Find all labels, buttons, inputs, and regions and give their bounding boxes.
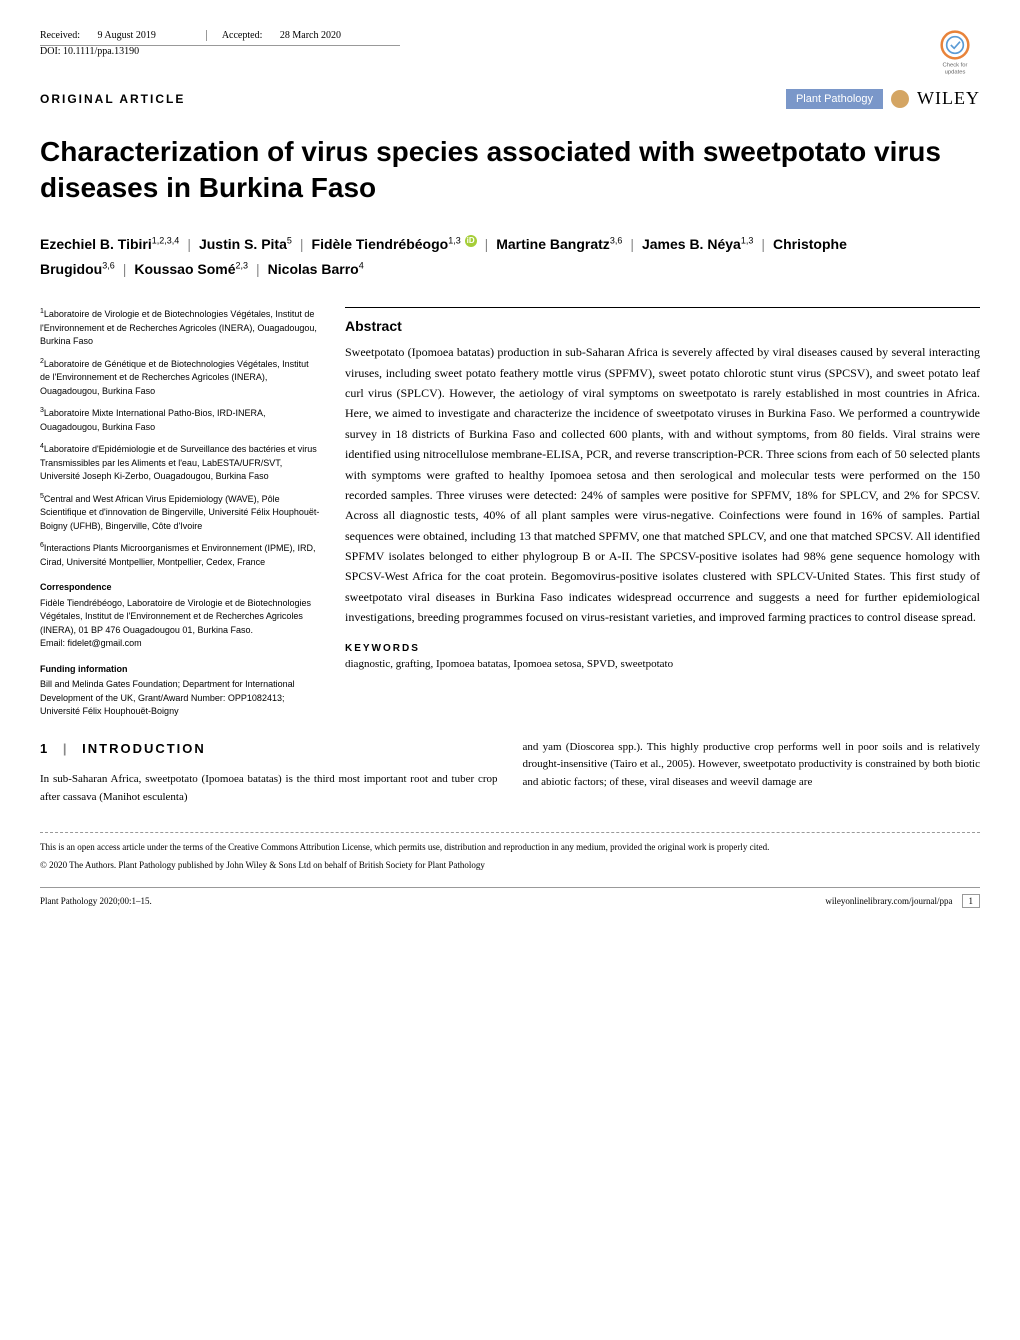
affiliation: 4Laboratoire d'Epidémiologie et de Surve… bbox=[40, 442, 320, 484]
correspondence-head: Correspondence bbox=[40, 581, 320, 595]
footer-left: Plant Pathology 2020;00:1–15. bbox=[40, 896, 152, 906]
article-type: ORIGINAL ARTICLE bbox=[40, 92, 185, 106]
author: Fidèle Tiendrébéogo1,3 iD bbox=[312, 236, 477, 252]
accepted-label: Accepted: bbox=[222, 30, 278, 41]
author: Ezechiel B. Tibiri1,2,3,4 bbox=[40, 236, 179, 252]
right-column: Abstract Sweetpotato (Ipomoea batatas) p… bbox=[345, 307, 980, 719]
correspondence-email: Email: fidelet@gmail.com bbox=[40, 637, 320, 651]
orcid-icon[interactable]: iD bbox=[465, 235, 477, 247]
intro-number: 1 bbox=[40, 741, 49, 756]
header-top: Received: 9 August 2019 Accepted: 28 Mar… bbox=[40, 30, 980, 80]
affiliation: 1Laboratoire de Virologie et de Biotechn… bbox=[40, 307, 320, 349]
affiliation: 6Interactions Plants Microorganismes et … bbox=[40, 541, 320, 569]
author: James B. Néya1,3 bbox=[642, 236, 753, 252]
received-label: Received: bbox=[40, 30, 95, 41]
affiliation: 2Laboratoire de Génétique et de Biotechn… bbox=[40, 357, 320, 399]
affiliation: 3Laboratoire Mixte International Patho-B… bbox=[40, 406, 320, 434]
license-line2: © 2020 The Authors. Plant Pathology publ… bbox=[40, 859, 980, 872]
main-two-col: 1Laboratoire de Virologie et de Biotechn… bbox=[40, 307, 980, 719]
correspondence-body: Fidèle Tiendrébéogo, Laboratoire de Viro… bbox=[40, 597, 320, 638]
journal-name: Plant Pathology bbox=[786, 89, 883, 109]
intro-left-col: 1 | INTRODUCTION In sub-Saharan Africa, … bbox=[40, 739, 498, 807]
author-separator: | bbox=[485, 236, 489, 252]
crossmark-text-top: Check for bbox=[943, 63, 968, 69]
received-accepted-block: Received: 9 August 2019 Accepted: 28 Mar… bbox=[40, 30, 400, 77]
left-column: 1Laboratoire de Virologie et de Biotechn… bbox=[40, 307, 320, 719]
article-title: Characterization of virus species associ… bbox=[40, 134, 980, 207]
author: Nicolas Barro4 bbox=[268, 261, 364, 277]
author: Justin S. Pita5 bbox=[199, 236, 292, 252]
author: Martine Bangratz3,6 bbox=[496, 236, 622, 252]
funding-head: Funding information bbox=[40, 663, 320, 677]
crossmark-icon[interactable]: Check for updates bbox=[930, 30, 980, 80]
license-section: This is an open access article under the… bbox=[40, 832, 980, 872]
footer: Plant Pathology 2020;00:1–15. wileyonlin… bbox=[40, 887, 980, 906]
intro-heading: 1 | INTRODUCTION bbox=[40, 739, 498, 760]
author-separator: | bbox=[123, 261, 127, 277]
footer-url: wileyonlinelibrary.com/journal/ppa bbox=[825, 896, 952, 906]
journal-badge: Plant Pathology WILEY bbox=[786, 88, 980, 109]
authors: Ezechiel B. Tibiri1,2,3,4 | Justin S. Pita… bbox=[40, 232, 980, 282]
intro-head-text: INTRODUCTION bbox=[82, 741, 206, 756]
author-separator: | bbox=[256, 261, 260, 277]
author-separator: | bbox=[187, 236, 191, 252]
received-date: 9 August 2019 bbox=[97, 30, 170, 41]
intro-right-col: and yam (Dioscorea spp.). This highly pr… bbox=[523, 739, 981, 807]
keywords-head: KEYWORDS bbox=[345, 643, 980, 654]
abstract-body: Sweetpotato (Ipomoea batatas) production… bbox=[345, 342, 980, 627]
keywords-body: diagnostic, grafting, Ipomoea batatas, I… bbox=[345, 658, 980, 670]
accepted: Accepted: 28 March 2020 bbox=[206, 30, 371, 41]
author-separator: | bbox=[300, 236, 304, 252]
intro-left-text: In sub-Saharan Africa, sweetpotato (Ipom… bbox=[40, 771, 498, 806]
footer-right-group: wileyonlinelibrary.com/journal/ppa 1 bbox=[825, 896, 980, 906]
author: Koussao Somé2,3 bbox=[134, 261, 248, 277]
article-type-row: ORIGINAL ARTICLE Plant Pathology WILEY bbox=[40, 88, 980, 109]
intro-right-text: and yam (Dioscorea spp.). This highly pr… bbox=[523, 739, 981, 792]
doi: DOI: 10.1111/ppa.13190 bbox=[40, 46, 400, 57]
affiliations: 1Laboratoire de Virologie et de Biotechn… bbox=[40, 307, 320, 569]
introduction-section: 1 | INTRODUCTION In sub-Saharan Africa, … bbox=[40, 739, 980, 807]
publisher: WILEY bbox=[917, 88, 980, 109]
affiliation: 5Central and West African Virus Epidemio… bbox=[40, 492, 320, 534]
crossmark-text-bottom: updates bbox=[945, 69, 966, 75]
intro-bar: | bbox=[63, 741, 69, 756]
license-line1: This is an open access article under the… bbox=[40, 841, 980, 854]
author-separator: | bbox=[761, 236, 765, 252]
abstract-head: Abstract bbox=[345, 318, 980, 334]
page-number: 1 bbox=[962, 894, 981, 908]
author-separator: | bbox=[630, 236, 634, 252]
dates-row: Received: 9 August 2019 Accepted: 28 Mar… bbox=[40, 30, 400, 46]
society-icon bbox=[891, 90, 909, 108]
received: Received: 9 August 2019 bbox=[40, 30, 186, 41]
accepted-date: 28 March 2020 bbox=[280, 30, 356, 41]
funding-body: Bill and Melinda Gates Foundation; Depar… bbox=[40, 678, 320, 719]
